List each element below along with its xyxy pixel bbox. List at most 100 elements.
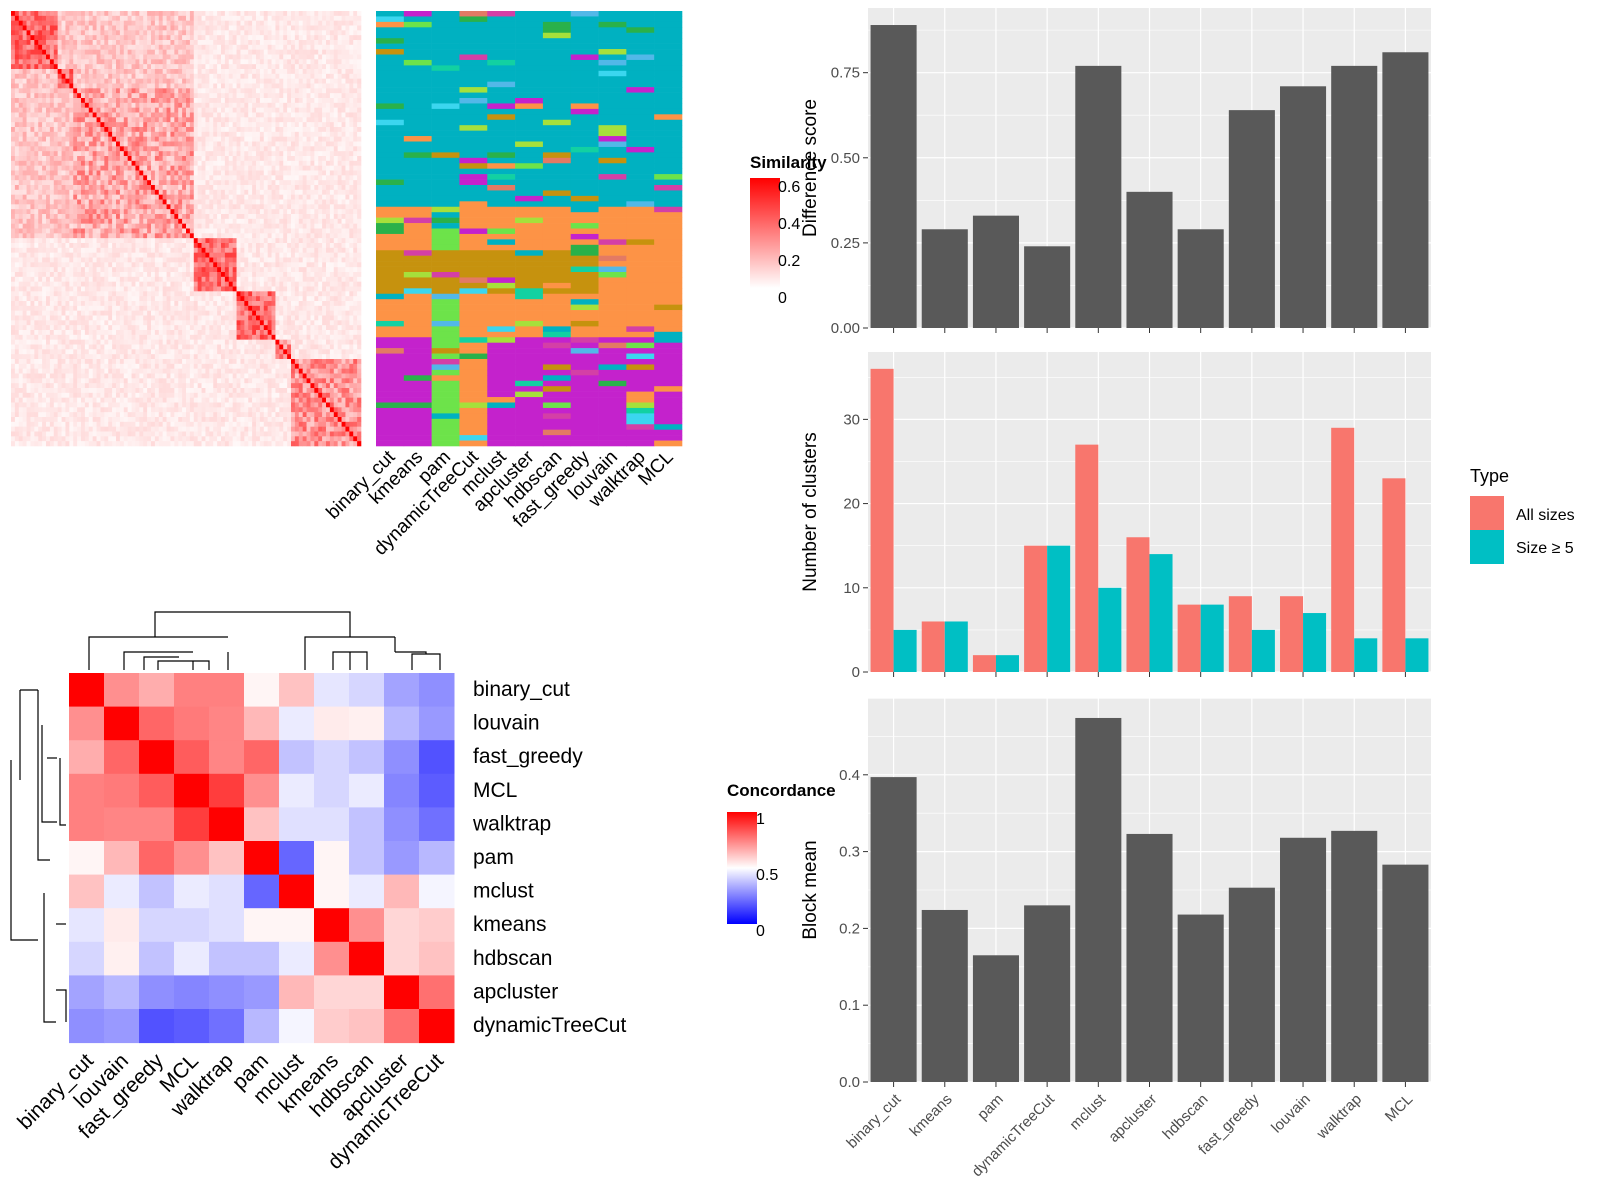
similarity-cell xyxy=(116,59,121,65)
similarity-cell xyxy=(30,233,35,239)
similarity-cell xyxy=(61,272,66,278)
similarity-cell xyxy=(329,30,335,36)
similarity-cell xyxy=(217,15,222,21)
similarity-cell xyxy=(135,25,140,31)
similarity-cell xyxy=(46,102,51,108)
similarity-cell xyxy=(322,185,327,191)
similarity-cell xyxy=(26,131,31,137)
similarity-cell xyxy=(224,223,230,229)
similarity-cell xyxy=(119,214,125,220)
similarity-cell xyxy=(349,11,354,17)
similarity-cell xyxy=(34,218,39,224)
similarity-cell xyxy=(209,185,214,191)
similarity-cell xyxy=(131,185,136,191)
similarity-cell xyxy=(201,170,206,176)
similarity-cell xyxy=(256,223,261,229)
similarity-cell xyxy=(104,204,109,210)
similarity-cell xyxy=(182,247,187,253)
similarity-cell xyxy=(302,214,307,220)
similarity-cell xyxy=(119,15,125,21)
similarity-cell xyxy=(154,247,160,253)
similarity-cell xyxy=(127,276,132,282)
similarity-cell xyxy=(228,35,233,41)
similarity-cell xyxy=(201,175,206,181)
similarity-cell xyxy=(294,69,300,75)
similarity-cell xyxy=(267,267,272,273)
similarity-cell xyxy=(275,199,280,205)
similarity-cell xyxy=(287,59,292,65)
similarity-cell xyxy=(314,146,319,152)
similarity-cell xyxy=(166,127,171,133)
similarity-cell xyxy=(283,233,288,239)
similarity-cell xyxy=(18,165,23,171)
similarity-cell xyxy=(189,252,195,258)
similarity-cell xyxy=(34,93,39,99)
similarity-cell xyxy=(178,194,183,200)
similarity-cell xyxy=(337,252,342,258)
similarity-cell xyxy=(294,238,300,244)
similarity-cell xyxy=(49,146,55,152)
similarity-cell xyxy=(42,131,47,137)
similarity-cell xyxy=(61,223,66,229)
similarity-cell xyxy=(88,272,93,278)
similarity-cell xyxy=(345,117,350,123)
similarity-cell xyxy=(154,73,160,79)
similarity-cell xyxy=(14,276,20,282)
similarity-cell xyxy=(197,59,202,65)
similarity-cell xyxy=(77,199,82,205)
similarity-cell xyxy=(112,112,117,118)
similarity-cell xyxy=(244,228,249,234)
similarity-cell xyxy=(22,11,27,17)
similarity-cell xyxy=(154,199,160,205)
similarity-cell xyxy=(240,11,245,17)
similarity-cell xyxy=(61,35,66,41)
similarity-cell xyxy=(162,102,167,108)
similarity-cell xyxy=(275,83,280,89)
similarity-cell xyxy=(209,214,214,220)
similarity-cell xyxy=(302,25,307,31)
similarity-cell xyxy=(73,11,78,17)
similarity-cell xyxy=(38,209,43,215)
similarity-cell xyxy=(116,180,121,186)
similarity-cell xyxy=(186,151,191,157)
similarity-cell xyxy=(49,247,55,253)
similarity-cell xyxy=(232,112,237,118)
similarity-cell xyxy=(259,107,265,113)
similarity-cell xyxy=(147,11,152,17)
similarity-cell xyxy=(256,160,261,166)
similarity-cell xyxy=(61,73,66,79)
similarity-cell xyxy=(283,228,288,234)
similarity-cell xyxy=(49,117,55,123)
similarity-cell xyxy=(49,252,55,258)
similarity-cell xyxy=(259,122,265,128)
similarity-cell xyxy=(302,73,307,79)
similarity-cell xyxy=(333,151,338,157)
similarity-cell xyxy=(201,73,206,79)
similarity-cell xyxy=(263,11,268,17)
similarity-cell xyxy=(256,69,261,75)
similarity-cell xyxy=(298,189,303,195)
similarity-cell xyxy=(314,25,319,31)
similarity-cell xyxy=(151,15,156,21)
similarity-cell xyxy=(34,73,39,79)
similarity-cell xyxy=(26,78,31,84)
similarity-cell xyxy=(275,247,280,253)
similarity-cell xyxy=(244,170,249,176)
similarity-cell xyxy=(193,107,198,113)
similarity-cell xyxy=(139,252,144,258)
similarity-cell xyxy=(197,15,202,21)
similarity-cell xyxy=(318,146,323,152)
similarity-cell xyxy=(18,151,23,157)
similarity-cell xyxy=(287,83,292,89)
similarity-cell xyxy=(248,44,253,50)
similarity-cell xyxy=(357,136,362,142)
similarity-cell xyxy=(302,93,307,99)
similarity-cell xyxy=(81,54,86,60)
similarity-cell xyxy=(57,247,62,253)
similarity-cell xyxy=(77,73,82,79)
similarity-cell xyxy=(100,199,105,205)
similarity-cell xyxy=(57,127,62,133)
similarity-cell xyxy=(73,156,78,162)
similarity-cell xyxy=(267,247,272,253)
similarity-cell xyxy=(61,214,66,220)
